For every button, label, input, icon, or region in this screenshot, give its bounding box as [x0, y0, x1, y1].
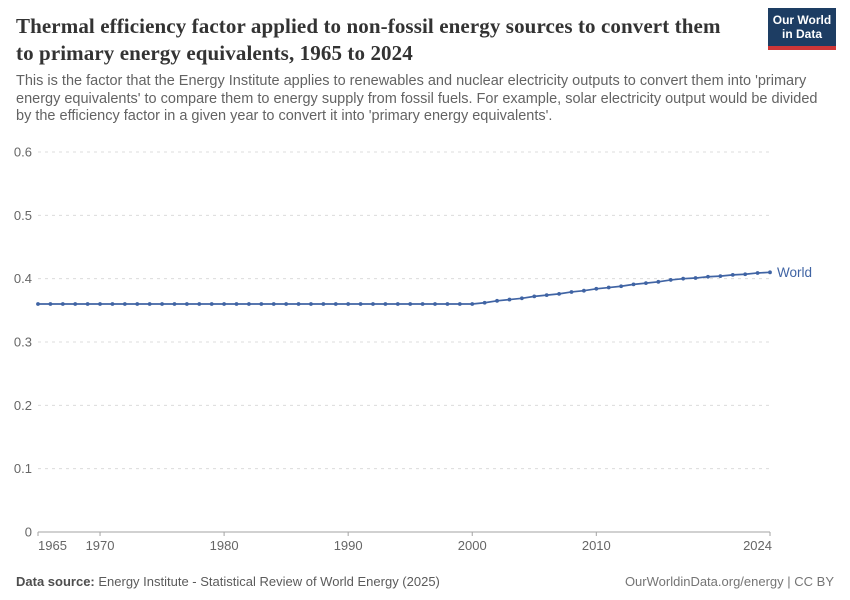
owid-logo[interactable]: Our World in Data [768, 8, 836, 50]
x-axis-tick-label: 1965 [38, 538, 67, 553]
data-point [557, 291, 561, 296]
data-point [420, 302, 425, 306]
data-point [321, 302, 326, 306]
data-point [507, 297, 512, 302]
data-point [768, 270, 772, 275]
data-point [495, 298, 499, 303]
data-point [147, 302, 152, 306]
data-point [284, 302, 289, 306]
line-chart[interactable]: 0 0.1 0.2 0.3 0.4 0.5 0.6 1965 1970 1980 1990 2000 2… [0, 140, 850, 560]
data-point [98, 302, 102, 306]
data-point [234, 302, 239, 306]
data-point [457, 302, 462, 306]
data-point [532, 294, 537, 299]
data-point [135, 302, 140, 306]
chart-footer: Data source: Energy Institute - Statisti… [16, 574, 834, 589]
data-point [743, 272, 748, 277]
y-axis-tick-label: 0.3 [14, 335, 32, 350]
data-point [60, 302, 65, 306]
data-point [482, 300, 487, 305]
x-axis-tick-label: 2024 [743, 538, 772, 553]
chart-title: Thermal efficiency factor applied to non… [16, 14, 721, 65]
y-axis-tick-label: 0 [25, 525, 32, 540]
data-point [519, 296, 524, 301]
chart-subtitle: This is the factor that the Energy Insti… [16, 73, 818, 124]
y-axis-tick-label: 0.6 [14, 145, 32, 160]
x-axis-tick-label: 2000 [458, 538, 487, 553]
data-point [730, 272, 735, 277]
data-point [445, 302, 450, 306]
data-point [371, 302, 375, 306]
data-point [122, 302, 127, 306]
owid-logo-line1: Our World [772, 13, 832, 27]
data-point [259, 302, 264, 306]
data-point [594, 286, 599, 291]
y-axis-tick-label: 0.4 [14, 271, 32, 286]
data-source: Data source: Energy Institute - Statisti… [16, 574, 440, 589]
owid-logo-line2: in Data [781, 27, 822, 41]
data-point [36, 302, 40, 306]
data-source-label: Data source: [16, 574, 95, 589]
data-point [247, 302, 251, 306]
data-point [755, 271, 760, 275]
series-label-world[interactable]: World [777, 265, 812, 280]
data-point [209, 302, 214, 306]
x-axis-tick-label: 2010 [582, 538, 611, 553]
data-point [581, 288, 586, 293]
data-point [296, 302, 301, 306]
data-point [718, 274, 723, 279]
y-axis-tick-label: 0.1 [14, 461, 32, 476]
data-point [470, 302, 475, 306]
data-point [333, 302, 338, 306]
x-axis-tick-label: 1990 [334, 538, 363, 553]
data-point [408, 302, 413, 306]
world-series-line [38, 271, 771, 305]
data-point [222, 302, 227, 306]
data-source-value: Energy Institute - Statistical Review of… [94, 574, 440, 589]
data-point [395, 302, 400, 306]
data-point [48, 302, 53, 306]
data-point [619, 284, 624, 289]
data-point [346, 302, 351, 306]
data-point [172, 302, 177, 306]
data-point [433, 302, 437, 306]
data-point [110, 302, 115, 306]
data-point [631, 282, 636, 287]
data-point [271, 302, 276, 306]
data-point [544, 293, 549, 298]
y-axis-tick-label: 0.5 [14, 208, 32, 223]
data-point [644, 281, 648, 285]
data-point [668, 278, 673, 282]
data-point [569, 290, 574, 294]
data-point [656, 279, 661, 284]
data-point [606, 285, 611, 290]
data-point [73, 302, 78, 306]
x-axis-tick-label: 1980 [210, 538, 239, 553]
data-point [160, 302, 164, 306]
data-point [383, 302, 388, 306]
attribution-link[interactable]: OurWorldinData.org/energy | CC BY [624, 574, 834, 589]
data-point [85, 302, 90, 306]
data-point [184, 302, 189, 306]
data-point [693, 276, 698, 280]
line-chart-svg[interactable]: 0 0.1 0.2 0.3 0.4 0.5 0.6 1965 1970 1980 1990 2000 2… [0, 140, 850, 560]
data-point [309, 302, 313, 306]
data-point [681, 276, 686, 281]
data-point [706, 274, 710, 279]
y-axis-tick-label: 0.2 [14, 398, 32, 413]
data-point [197, 302, 202, 306]
x-axis-tick-label: 1970 [86, 538, 115, 553]
data-point [358, 302, 363, 306]
